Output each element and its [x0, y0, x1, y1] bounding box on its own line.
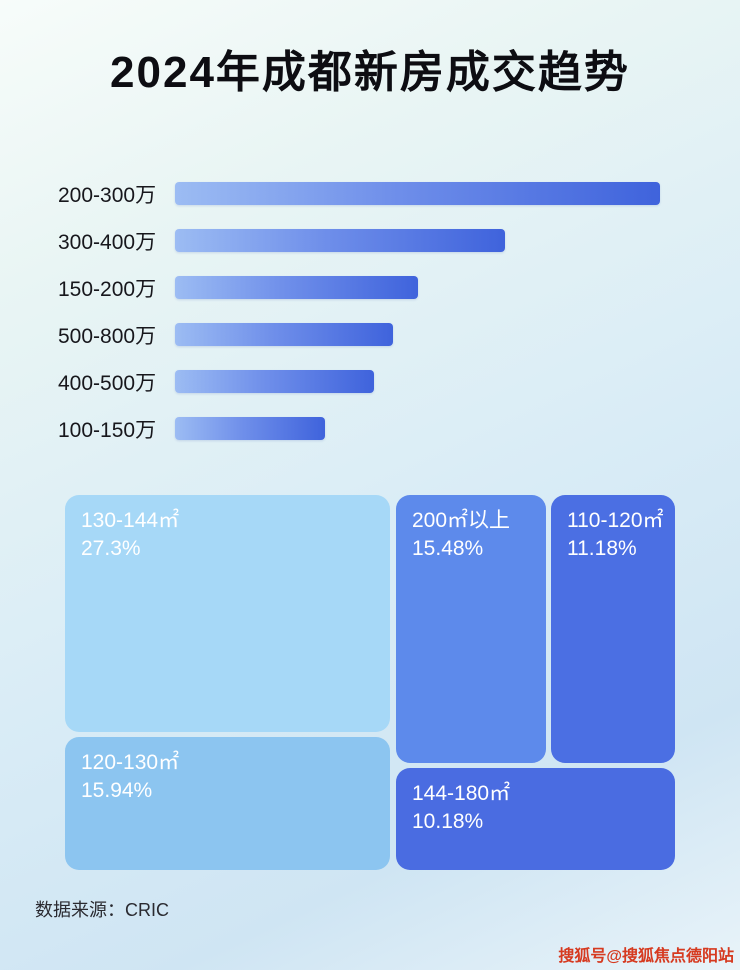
treemap-block-percent: 27.3% [81, 537, 141, 560]
page-title: 2024年成都新房成交趋势 [110, 48, 630, 97]
bar [175, 182, 660, 205]
bar-row: 200-300万 [58, 170, 698, 217]
treemap-block-percent: 10.18% [412, 810, 484, 833]
bar [175, 323, 393, 346]
treemap-block: 130-144㎡ 27.3% [65, 495, 390, 732]
bar-category-label: 150-200万 [58, 277, 157, 301]
bar-row: 150-200万 [58, 264, 698, 311]
treemap-block: 120-130㎡ 15.94% [65, 737, 390, 870]
bar-row: 300-400万 [58, 217, 698, 264]
treemap-block: 144-180㎡ 10.18% [396, 768, 675, 870]
bar-row: 400-500万 [58, 358, 698, 405]
bar-chart: 200-300万 300-400万 150-200万 500-800万 400-500万… [58, 170, 698, 452]
bar-category-label: 100-150万 [58, 418, 157, 442]
treemap-block-label: 144-180㎡ [412, 782, 511, 805]
bar [175, 229, 505, 252]
data-source-label: 数据来源：CRIC [35, 900, 169, 920]
bar-row: 100-150万 [58, 405, 698, 452]
bar-category-label: 400-500万 [58, 371, 157, 395]
treemap-block-label: 130-144㎡ [81, 509, 180, 532]
treemap-block: 200㎡以上 15.48% [396, 495, 546, 763]
treemap-block-label: 200㎡以上 [412, 509, 511, 532]
treemap-block-percent: 15.94% [81, 779, 153, 802]
bar-category-label: 300-400万 [58, 230, 157, 254]
treemap-block: 110-120㎡ 11.18% [551, 495, 675, 763]
bar-category-label: 200-300万 [58, 183, 157, 207]
treemap-block-percent: 11.18% [567, 537, 637, 560]
treemap-block-label: 110-120㎡ [567, 509, 664, 532]
bar [175, 370, 374, 393]
treemap-block-label: 120-130㎡ [81, 751, 180, 774]
bar [175, 276, 418, 299]
treemap: 130-144㎡ 27.3% 120-130㎡ 15.94% 200㎡以上 15.48% 1… [65, 495, 675, 870]
treemap-block-percent: 15.48% [412, 537, 484, 560]
bar [175, 417, 325, 440]
watermark: 搜狐号@搜狐焦点德阳站 [558, 948, 734, 965]
bar-category-label: 500-800万 [58, 324, 157, 348]
bar-row: 500-800万 [58, 311, 698, 358]
